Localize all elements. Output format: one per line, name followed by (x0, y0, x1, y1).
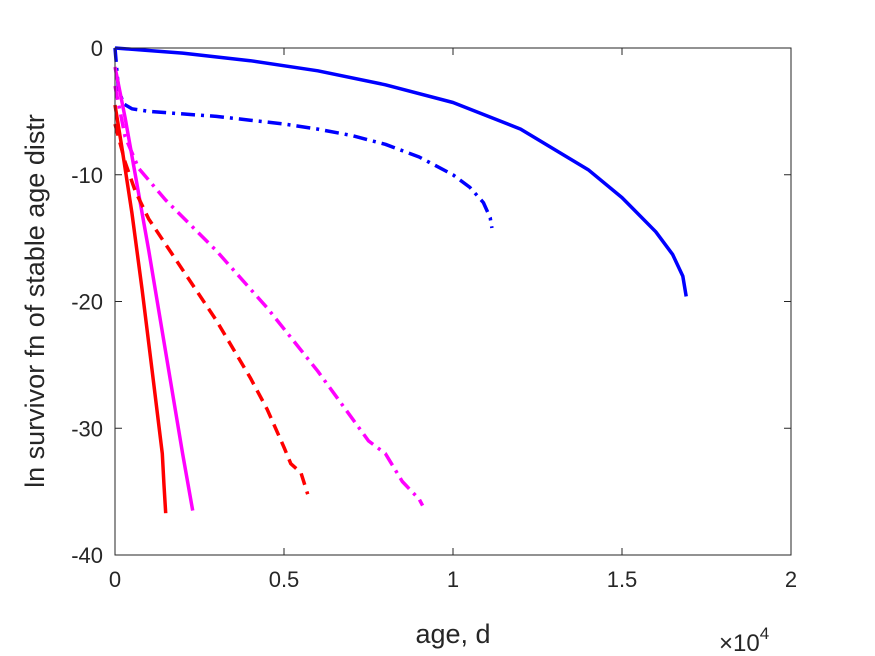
x-exponent-power: 4 (760, 624, 769, 643)
x-tick-label: 0.5 (269, 567, 300, 592)
series-line-3 (113, 104, 168, 514)
y-tick-label: -20 (71, 290, 103, 315)
series-line-6 (113, 85, 425, 507)
x-tick-label: 2 (785, 567, 797, 592)
plot-area (115, 48, 791, 555)
x-tick-label: 1.5 (607, 567, 638, 592)
series-line-2 (113, 47, 494, 229)
series-line-4 (113, 66, 195, 511)
y-tick-label: 0 (91, 36, 103, 61)
y-tick-label: -10 (71, 163, 103, 188)
y-tick-label: -40 (71, 543, 103, 568)
x-exponent-base: ×10 (719, 630, 760, 656)
x-tick-label: 0 (109, 567, 121, 592)
x-axis-label: age, d (415, 619, 490, 649)
series-line-5 (113, 123, 310, 495)
series-layer (113, 46, 688, 514)
plot-box (114, 47, 792, 556)
x-tick-label: 1 (447, 567, 459, 592)
series-line-1 (114, 46, 688, 297)
y-tick-label: -30 (71, 416, 103, 441)
y-axis-label: ln survivor fn of stable age distr (20, 114, 50, 488)
x-exponent-label: ×104 (719, 624, 769, 656)
